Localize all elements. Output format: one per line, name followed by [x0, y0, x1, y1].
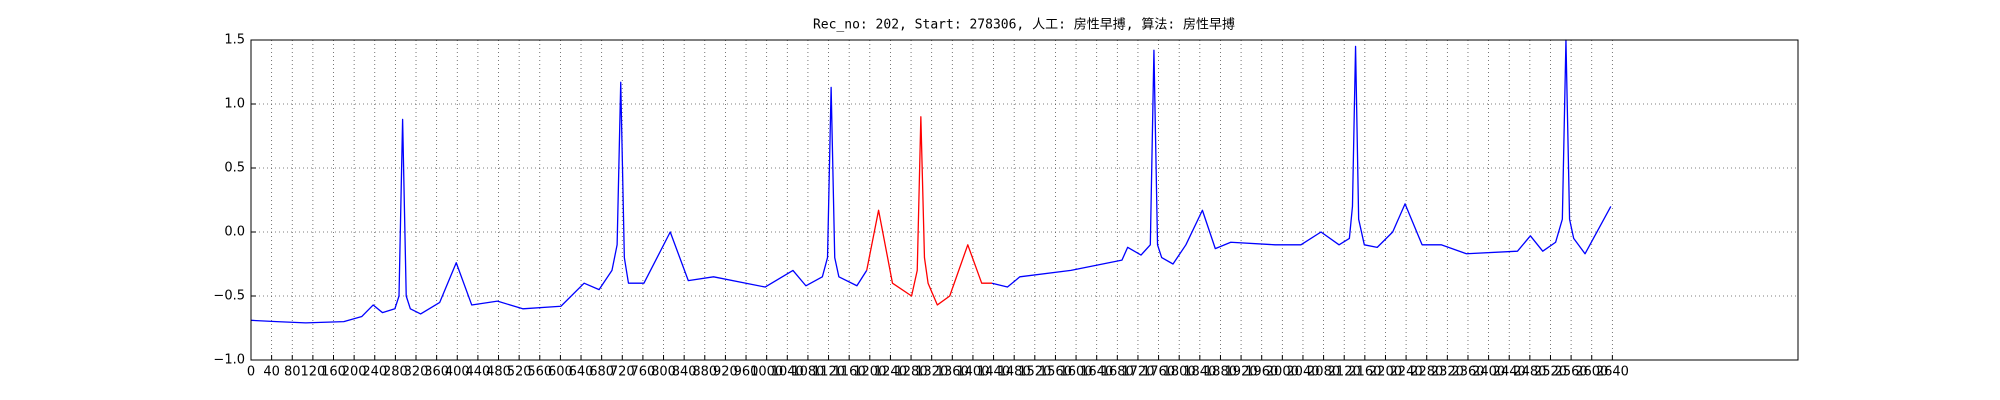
- x-tick-label: 1800: [1163, 365, 1196, 380]
- x-tick-label: 400: [445, 365, 470, 380]
- x-tick-label: 320: [404, 365, 429, 380]
- x-tick-label: 1040: [771, 365, 804, 380]
- x-tick-label: 1720: [1121, 365, 1154, 380]
- y-tick-label: −0.5: [213, 289, 245, 304]
- x-tick-label: 2600: [1575, 365, 1608, 380]
- x-tick-label: 720: [610, 365, 635, 380]
- y-tick-label: 0.0: [224, 225, 245, 240]
- x-tick-label: 1240: [874, 365, 907, 380]
- x-tick-label: 520: [507, 365, 532, 380]
- x-tick-label: 40: [263, 365, 280, 380]
- x-tick-label: 360: [424, 365, 449, 380]
- x-tick-label: 1680: [1101, 365, 1134, 380]
- x-tick-label: 2040: [1286, 365, 1319, 380]
- x-tick-label: 840: [672, 365, 697, 380]
- x-tick-label: 200: [342, 365, 367, 380]
- x-tick-label: 280: [383, 365, 408, 380]
- x-tick-label: 1640: [1080, 365, 1113, 380]
- series-line: [866, 116, 993, 306]
- x-tick-label: 1840: [1183, 365, 1216, 380]
- x-tick-label: 2160: [1348, 365, 1381, 380]
- x-tick-label: 440: [465, 365, 490, 380]
- plot-frame: [250, 39, 1799, 361]
- y-tick-label: 1.0: [224, 97, 245, 112]
- x-tick-label: 1160: [833, 365, 866, 380]
- x-tick-label: 480: [486, 365, 511, 380]
- x-tick-label: 2080: [1307, 365, 1340, 380]
- x-tick-label: 1920: [1225, 365, 1258, 380]
- x-tick-label: 2240: [1390, 365, 1423, 380]
- x-tick-label: 160: [321, 365, 346, 380]
- x-tick-label: 1960: [1245, 365, 1278, 380]
- x-tick-label: 1400: [956, 365, 989, 380]
- x-tick-label: 2360: [1451, 365, 1484, 380]
- x-tick-label: 2520: [1534, 365, 1567, 380]
- x-tick-label: 240: [362, 365, 387, 380]
- x-tick-label: 880: [692, 365, 717, 380]
- x-tick-label: 1760: [1142, 365, 1175, 380]
- x-tick-label: 2120: [1328, 365, 1361, 380]
- x-tick-label: 960: [734, 365, 759, 380]
- x-tick-label: 920: [713, 365, 738, 380]
- x-tick-label: 800: [651, 365, 676, 380]
- series-line: [250, 39, 1612, 324]
- x-tick-label: 680: [589, 365, 614, 380]
- x-tick-label: 600: [548, 365, 573, 380]
- y-tick-label: 1.5: [224, 33, 245, 48]
- x-tick-label: 1000: [750, 365, 783, 380]
- x-tick-label: 2000: [1266, 365, 1299, 380]
- x-tick-label: 1520: [1018, 365, 1051, 380]
- x-tick-label: 2280: [1410, 365, 1443, 380]
- x-tick-label: 1320: [915, 365, 948, 380]
- x-tick-label: 80: [284, 365, 301, 380]
- x-tick-label: 120: [300, 365, 325, 380]
- x-tick-label: 1280: [895, 365, 928, 380]
- y-tick-label: 0.5: [224, 161, 245, 176]
- x-tick-label: 1440: [977, 365, 1010, 380]
- x-tick-label: 2640: [1596, 365, 1629, 380]
- x-tick-label: 1360: [936, 365, 969, 380]
- x-tick-label: 2560: [1555, 365, 1588, 380]
- x-tick-label: 1080: [791, 365, 824, 380]
- x-tick-label: 1120: [812, 365, 845, 380]
- x-tick-label: 2320: [1431, 365, 1464, 380]
- x-tick-label: 640: [569, 365, 594, 380]
- x-tick-label: 1200: [853, 365, 886, 380]
- x-tick-label: 2200: [1369, 365, 1402, 380]
- x-tick-label: 2400: [1472, 365, 1505, 380]
- x-tick-label: 1480: [998, 365, 1031, 380]
- chart-title: Rec_no: 202, Start: 278306, 人工: 房性早搏, 算法…: [813, 17, 1235, 33]
- x-tick-label: 1600: [1060, 365, 1093, 380]
- x-tick-label: 1880: [1204, 365, 1237, 380]
- x-tick-label: 760: [630, 365, 655, 380]
- y-tick-label: −1.0: [213, 353, 245, 368]
- x-tick-label: 560: [527, 365, 552, 380]
- x-tick-label: 2440: [1493, 365, 1526, 380]
- x-tick-label: 0: [247, 365, 255, 380]
- x-tick-label: 2480: [1513, 365, 1546, 380]
- x-tick-label: 1560: [1039, 365, 1072, 380]
